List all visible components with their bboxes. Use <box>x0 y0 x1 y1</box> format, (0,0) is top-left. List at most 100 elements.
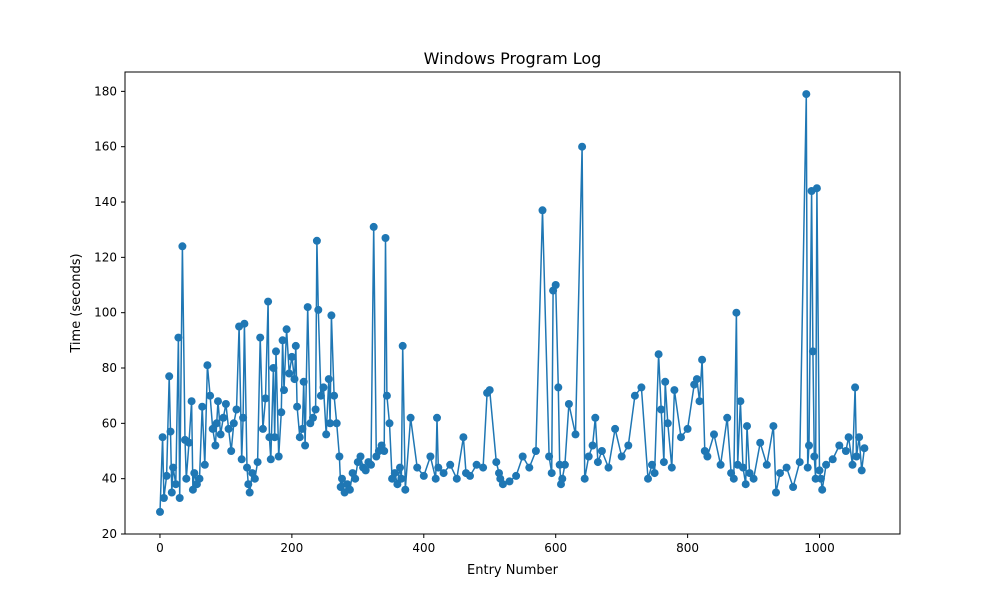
data-point <box>356 452 365 461</box>
data-point <box>167 488 176 497</box>
data-point <box>611 424 620 433</box>
data-point <box>789 483 798 491</box>
data-point <box>301 441 310 450</box>
data-point <box>332 419 341 428</box>
data-point <box>745 469 754 478</box>
data-point <box>692 375 701 384</box>
data-point <box>630 391 639 400</box>
data-point <box>270 433 279 442</box>
data-point <box>512 471 521 480</box>
data-point <box>413 463 422 472</box>
data-point <box>211 441 220 450</box>
x-tick-label: 200 <box>280 541 303 555</box>
data-point <box>390 469 399 478</box>
data-point <box>538 206 547 215</box>
data-point <box>200 460 209 469</box>
data-point <box>277 408 286 417</box>
data-point <box>351 474 360 483</box>
data-point <box>663 419 672 428</box>
y-axis-label: Time (seconds) <box>69 253 84 353</box>
data-point <box>593 458 602 467</box>
data-point <box>240 319 249 328</box>
data-point <box>219 413 228 422</box>
data-point <box>812 184 821 193</box>
data-point <box>677 433 685 442</box>
data-point <box>244 480 253 489</box>
data-point <box>397 474 406 483</box>
data-point <box>729 474 738 483</box>
data-point <box>547 469 556 478</box>
data-point <box>314 305 323 314</box>
data-point <box>166 427 175 436</box>
data-point <box>648 460 656 469</box>
data-point <box>171 480 180 489</box>
data-point <box>580 474 589 483</box>
data-point <box>293 402 302 411</box>
data-point <box>670 386 679 395</box>
data-point <box>285 369 294 378</box>
data-point <box>844 433 853 442</box>
y-tick-label: 80 <box>102 361 117 375</box>
data-point <box>324 375 333 384</box>
data-point <box>158 433 167 442</box>
data-point <box>269 364 278 372</box>
data-point <box>828 455 837 464</box>
data-point <box>492 458 501 467</box>
y-tick-label: 40 <box>102 472 117 486</box>
data-point <box>188 485 197 494</box>
data-point <box>769 422 778 431</box>
axes-frame <box>124 71 901 535</box>
data-point <box>485 386 494 395</box>
data-point <box>710 430 718 439</box>
data-point <box>446 460 455 469</box>
data-point <box>571 430 580 439</box>
data-point <box>857 466 866 475</box>
y-tick-label: 160 <box>94 140 117 154</box>
x-tick-label: 1000 <box>804 541 835 555</box>
data-point <box>695 397 704 406</box>
data-point <box>290 375 299 384</box>
data-point <box>741 480 750 489</box>
data-point <box>206 391 215 400</box>
data-point <box>330 391 339 400</box>
data-point <box>208 424 217 433</box>
data-point <box>198 402 207 411</box>
data-point <box>431 474 440 483</box>
data-point <box>818 485 827 494</box>
data-point <box>264 297 273 306</box>
data-point <box>723 413 732 422</box>
data-point <box>439 469 448 478</box>
data-point <box>426 452 435 461</box>
data-point <box>212 419 221 428</box>
data-point <box>762 460 771 469</box>
data-point <box>312 236 321 245</box>
y-tick-label: 120 <box>94 250 117 264</box>
data-point <box>178 242 187 251</box>
data-point <box>433 413 441 422</box>
data-point <box>650 469 659 478</box>
data-point <box>545 452 554 461</box>
data-point <box>604 463 613 472</box>
data-point <box>274 452 283 461</box>
data-point <box>287 352 296 361</box>
data-point <box>345 485 354 494</box>
data-point <box>380 447 389 455</box>
data-point <box>165 372 174 381</box>
data-point <box>224 424 233 433</box>
data-point <box>382 391 391 400</box>
data-point <box>216 430 225 439</box>
data-point <box>280 386 288 395</box>
data-point <box>802 90 811 99</box>
data-point <box>258 424 267 433</box>
data-point <box>749 474 758 483</box>
data-point <box>716 460 725 469</box>
y-tick-label: 140 <box>94 195 117 209</box>
data-point <box>319 383 328 392</box>
data-point <box>654 350 663 359</box>
y-axis: 20 40 60 80 100 120 140 160 180 <box>94 84 125 541</box>
data-point <box>835 441 844 450</box>
data-point <box>419 471 428 480</box>
data-point <box>335 452 344 461</box>
data-point <box>808 347 817 356</box>
x-tick-label: 600 <box>544 541 567 555</box>
